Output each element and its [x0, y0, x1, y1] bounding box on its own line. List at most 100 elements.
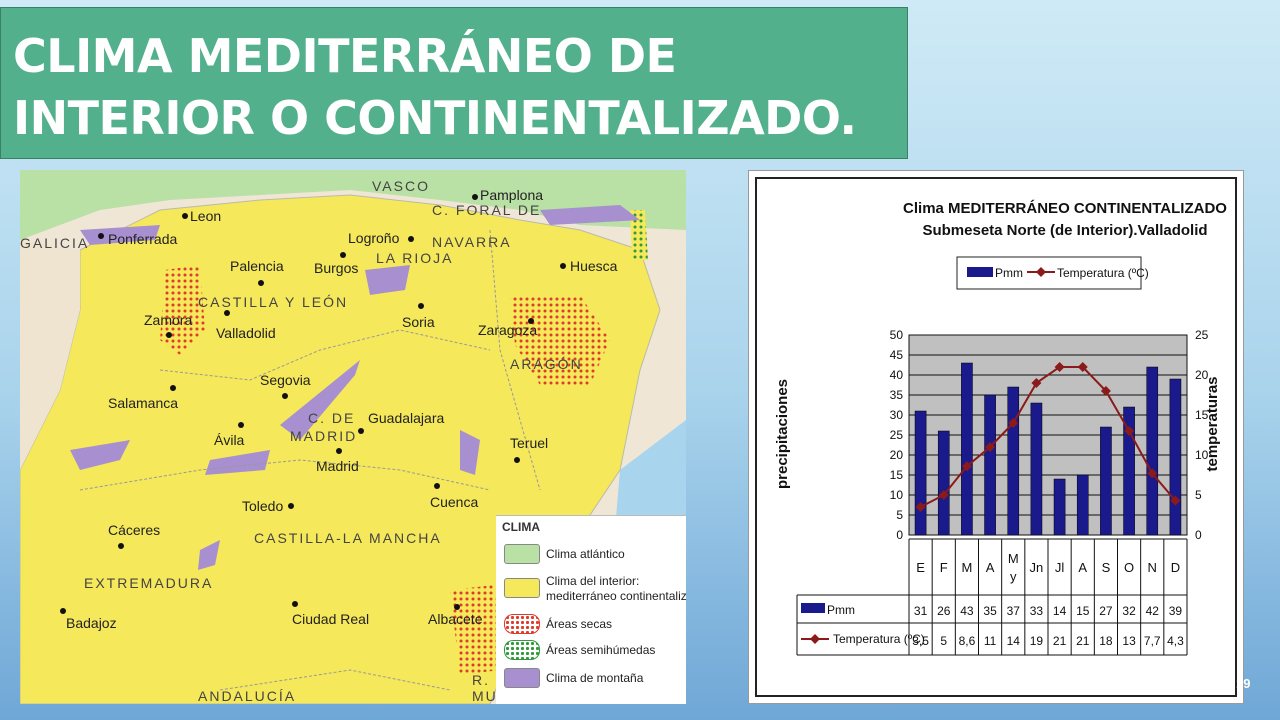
y-tick-label: 35	[890, 388, 904, 402]
city-dot	[282, 393, 288, 399]
data-label-pmm: 42	[1146, 604, 1160, 618]
data-label-pmm: 26	[937, 604, 951, 618]
y-tick-label: 45	[890, 348, 904, 362]
y2-tick-label: 10	[1195, 448, 1209, 462]
city-dot	[454, 604, 460, 610]
region-aragon: ARAGÓN	[510, 356, 583, 372]
table-label-temp: Temperatura (ºC)	[833, 632, 925, 646]
city-label-avila: Ávila	[214, 432, 245, 448]
legend-title: CLIMA	[502, 520, 540, 534]
city-label-zaragoza: Zaragoza	[478, 322, 538, 338]
bar-pmm	[1123, 406, 1135, 536]
data-label-temp: 5	[940, 634, 947, 648]
data-label-pmm: 39	[1169, 604, 1183, 618]
x-tick-label: E	[916, 560, 925, 575]
legend-swatch	[504, 544, 540, 564]
semihumid-area	[630, 210, 648, 260]
bar-pmm	[1146, 366, 1159, 536]
y-tick-label: 5	[896, 508, 903, 522]
page-number: 19	[1236, 676, 1251, 691]
city-dot	[166, 332, 172, 338]
region-castilla-mancha: CASTILLA-LA MANCHA	[254, 530, 442, 546]
city-label-caceres: Cáceres	[108, 522, 161, 538]
bar-pmm	[1076, 474, 1089, 536]
city-dot	[472, 194, 478, 200]
x-tick-label: F	[940, 560, 948, 575]
map-legend: CLIMA Clima atlántico Clima del interior…	[496, 515, 686, 704]
legend-label-2: mediterráneo continentaliza	[546, 589, 686, 603]
title-line-1: CLIMA MEDITERRÁNEO DE	[13, 29, 677, 83]
city-label-huesca: Huesca	[570, 258, 618, 274]
city-dot	[224, 310, 230, 316]
y-axis-label: precipitaciones	[774, 379, 791, 489]
legend-label: Áreas secas	[546, 617, 613, 631]
city-dot	[358, 428, 364, 434]
bar-pmm	[1100, 426, 1112, 536]
city-label-albacete: Albacete	[428, 611, 483, 627]
point-temperature	[1031, 378, 1042, 388]
city-label-ponferrada: Ponferrada	[108, 231, 178, 247]
x-tick-label: Jn	[1030, 560, 1044, 575]
city-label-zamora: Zamora	[144, 312, 193, 328]
x-tick-label: A	[1078, 560, 1087, 575]
city-label-pamplona: Pamplona	[480, 187, 544, 203]
city-label-teruel: Teruel	[510, 435, 549, 451]
region-extremadura: EXTREMADURA	[84, 575, 214, 591]
x-tick-label: y	[1010, 569, 1017, 584]
point-temperature	[1008, 418, 1019, 428]
dry-area-aragon	[510, 295, 610, 385]
point-temperature	[1100, 386, 1111, 396]
city-dot	[170, 385, 176, 391]
city-label-cuenca: Cuenca	[430, 494, 479, 510]
legend-label: Áreas semihúmedas	[546, 643, 656, 657]
bar-pmm	[937, 430, 950, 536]
climate-chart-frame: Clima MEDITERRÁNEO CONTINENTALIZADO Subm…	[755, 177, 1237, 697]
data-label-pmm: 15	[1076, 604, 1090, 618]
point-temperature	[985, 442, 996, 452]
city-dot	[514, 457, 520, 463]
chart-subtitle: Submeseta Norte (de Interior).Valladolid	[922, 222, 1207, 239]
y2-tick-label: 0	[1195, 528, 1202, 542]
x-tick-label: A	[986, 560, 995, 575]
legend-swatch	[504, 640, 540, 660]
legend-label-pmm: Pmm	[995, 266, 1023, 280]
data-label-pmm: 35	[983, 604, 997, 618]
bar-pmm	[914, 410, 927, 536]
city-label-leon: Leon	[190, 208, 222, 224]
point-temperature	[1170, 495, 1181, 506]
y-tick-label: 25	[890, 428, 904, 442]
x-tick-label: N	[1148, 560, 1157, 575]
region-foral-1: C. FORAL DE	[432, 202, 542, 218]
data-label-temp: 18	[1099, 634, 1113, 648]
city-dot	[292, 601, 298, 607]
table-key-pmm	[801, 603, 825, 613]
city-dot	[528, 318, 534, 324]
dry-area-albacete	[450, 585, 500, 675]
data-label-pmm: 27	[1099, 604, 1113, 618]
data-label-temp: 13	[1122, 634, 1136, 648]
legend-label: Clima de montaña	[546, 671, 644, 685]
y-tick-label: 15	[890, 468, 904, 482]
y-tick-label: 0	[896, 528, 903, 542]
bar-pmm	[984, 394, 996, 536]
x-tick-label: D	[1171, 560, 1180, 575]
data-label-temp: 21	[1076, 634, 1090, 648]
city-dot	[288, 503, 294, 509]
region-andalucia: ANDALUCÍA	[198, 688, 297, 704]
y2-tick-label: 15	[1195, 408, 1209, 422]
region-castilla-leon: CASTILLA Y LEÓN	[198, 294, 349, 310]
point-temperature	[1124, 426, 1135, 436]
legend-label: Clima del interior:	[546, 574, 640, 588]
data-label-pmm: 43	[960, 604, 974, 618]
bar-pmm	[1007, 386, 1020, 536]
legend-marker-temp	[1036, 267, 1046, 277]
data-label-temp: 14	[1007, 634, 1021, 648]
table-label-pmm: Pmm	[827, 603, 855, 617]
data-label-pmm: 33	[1030, 604, 1044, 618]
point-temperature	[915, 502, 926, 512]
data-label-temp: 7,7	[1144, 634, 1161, 648]
city-label-burgos: Burgos	[314, 260, 359, 276]
legend-label-temp: Temperatura (ºC)	[1057, 266, 1149, 280]
city-dot	[258, 280, 264, 286]
city-label-segovia: Segovia	[260, 372, 311, 388]
